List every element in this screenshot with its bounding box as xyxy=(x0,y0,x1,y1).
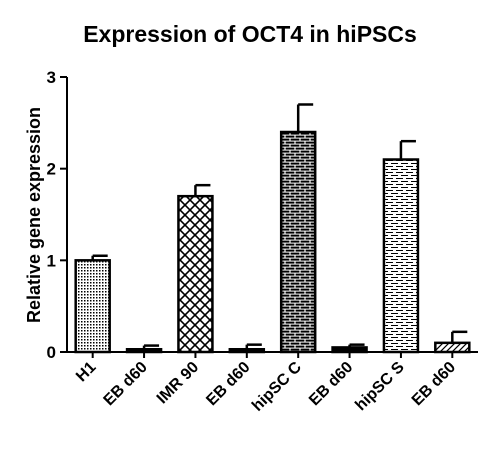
bar xyxy=(125,348,163,354)
x-tick-label: H1 xyxy=(73,359,100,386)
x-tick-label: EB d60 xyxy=(306,359,356,409)
x-tick-label: hipSC C xyxy=(249,358,305,414)
bar xyxy=(74,259,111,354)
x-tick-label: EB d60 xyxy=(101,359,151,409)
y-tick-label: 2 xyxy=(47,160,56,179)
bar xyxy=(382,158,420,354)
y-tick-label: 3 xyxy=(47,68,56,87)
y-axis-label: Relative gene expression xyxy=(24,107,44,323)
bar xyxy=(434,341,471,354)
x-tick-label: EB d60 xyxy=(203,359,253,409)
bar xyxy=(331,346,368,354)
bar xyxy=(279,130,317,354)
bar xyxy=(228,348,266,354)
y-tick-label: 1 xyxy=(47,251,56,270)
y-tick-label: 0 xyxy=(47,343,56,362)
bar xyxy=(177,194,214,354)
x-tick-label: IMR 90 xyxy=(154,359,203,408)
chart-title: Expression of OCT4 in hiPSCs xyxy=(83,21,417,47)
x-tick-label: EB d60 xyxy=(409,359,459,409)
x-tick-label: hipSC S xyxy=(352,359,408,415)
